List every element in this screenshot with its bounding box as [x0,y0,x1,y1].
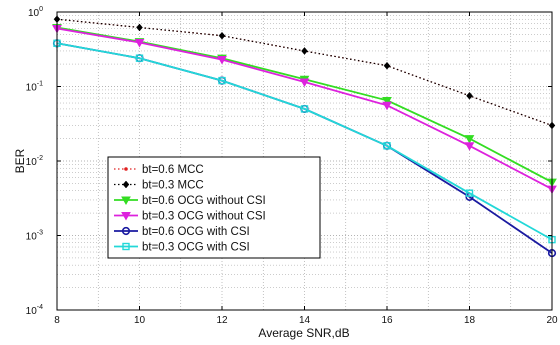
x-tick-label: 14 [299,315,311,326]
x-tick-label: 8 [54,315,60,326]
y-tick-label: 10-1 [26,81,43,94]
legend-label: bt=0.3 OCG without CSI [142,211,266,223]
data-point [217,56,227,65]
data-point [382,101,392,111]
legend-entry: bt=0.6 OCG with CSI [114,226,250,238]
x-axis-ticks: 8 10 12 14 16 18 20 [54,12,558,326]
legend-entry: bt=0.6 OCG without CSI [114,195,266,207]
legend-marker [124,167,128,171]
data-point [218,76,226,85]
legend-entry: bt=0.3 OCG without CSI [114,211,266,223]
data-point [301,47,308,55]
x-tick-label: 12 [216,315,228,326]
legend-marker [121,212,131,221]
data-point [134,38,145,48]
y-tick-label: 10-2 [26,155,43,168]
x-tick-label: 20 [546,315,558,326]
legend-marker [122,242,130,251]
data-point [464,142,475,151]
y-tick-label: 10-4 [26,304,43,317]
data-point [299,78,310,87]
series-line [56,42,553,241]
data-point [300,105,309,113]
x-tick-label: 16 [381,315,393,326]
legend-entry: bt=0.3 OCG with CSI [114,242,250,254]
y-tick-label: 100 [28,6,43,19]
legend-label: bt=0.6 OCG without CSI [142,195,266,207]
data-point [382,96,392,106]
legend-entry: bt=0.6 MCC [114,164,204,176]
y-tick-label: 10-3 [26,230,43,243]
data-point [464,135,475,144]
data-point [465,189,474,197]
data-point [218,31,226,40]
series-4 [52,25,557,195]
data-series [52,15,557,258]
x-tick-label: 18 [464,315,476,326]
legend-marker [121,226,131,236]
legend-marker [121,196,131,206]
plot-border [56,11,553,311]
legend-label: bt=0.3 MCC [142,180,204,192]
legend-entry: bt=0.3 MCC [114,180,204,192]
data-point [383,61,391,70]
x-tick-label: 10 [134,315,146,326]
data-point [466,91,473,100]
data-point [136,23,143,32]
data-point [135,54,144,62]
legend: bt=0.6 MCC bt=0.3 MCC bt=0.6 OCG without C… [107,156,321,259]
legend-label: bt=0.3 OCG with CSI [142,242,250,254]
x-axis-label: Average SNR,dB [258,326,349,340]
data-point [383,142,391,150]
y-axis-label: BER [13,148,27,173]
legend-marker [122,180,130,189]
legend-box [107,156,321,259]
series-2 [53,15,556,130]
legend-label: bt=0.6 MCC [142,164,204,176]
legend-label: bt=0.6 OCG with CSI [142,226,250,238]
